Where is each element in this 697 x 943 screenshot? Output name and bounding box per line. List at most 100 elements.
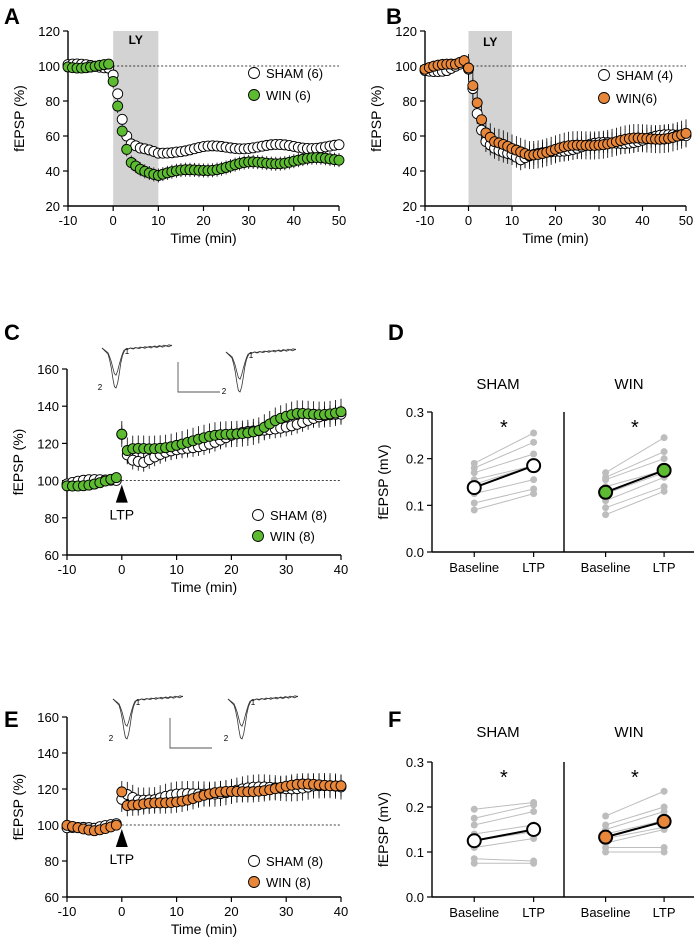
individual-point [470, 506, 478, 514]
x-tick-label: Baseline [449, 905, 499, 920]
x-tick-label: 0 [118, 904, 125, 919]
x-tick-label: 40 [334, 562, 348, 577]
data-point-sham [116, 113, 128, 125]
x-tick-label: -10 [416, 213, 435, 228]
panel-C: C 60 80 100 120 140 160 -10 0 10 20 30 40 Time (min) f… [4, 320, 348, 595]
legend-label: SHAM (8) [266, 854, 323, 869]
individual-point [660, 787, 668, 795]
individual-line [605, 437, 665, 474]
legend-label: WIN (8) [266, 875, 311, 890]
x-tick-label: 40 [635, 213, 649, 228]
trace-baseline [112, 696, 184, 727]
x-tick-label: 10 [151, 213, 165, 228]
legend-marker-sham [248, 855, 260, 867]
y-tick-label: 0.1 [406, 845, 424, 860]
trace-label: 1 [125, 347, 130, 356]
individual-point [470, 499, 478, 507]
panel-letter: E [4, 707, 19, 732]
individual-point [530, 485, 538, 493]
x-tick-label: 10 [169, 562, 183, 577]
individual-point [470, 821, 478, 829]
data-point-orange [467, 80, 479, 92]
y-tick-label: 60 [45, 548, 59, 563]
mean-point-green [598, 484, 614, 500]
legend-marker-green [252, 530, 264, 542]
legend-marker-orange [598, 92, 610, 104]
individual-point [470, 855, 478, 863]
mean-point-green [656, 462, 672, 478]
mean-line [473, 464, 534, 489]
x-tick-label: 30 [279, 904, 293, 919]
individual-point [660, 448, 668, 456]
individual-point [470, 814, 478, 822]
panel-D: D 0.0 0.1 0.2 0.3 fEPSP (mV) Baseline LTP SHAM * B… [375, 320, 694, 575]
y-tick-label: 60 [403, 129, 417, 144]
subpanel-title: WIN [614, 724, 643, 741]
x-tick-label: 50 [679, 213, 693, 228]
individual-point [602, 511, 610, 519]
individual-point [602, 469, 610, 477]
legend-label: WIN (6) [266, 88, 311, 103]
mean-point-sham [526, 822, 542, 837]
x-tick-label: Baseline [449, 560, 499, 575]
significance-marker: * [631, 417, 639, 439]
individual-point [530, 808, 538, 815]
individual-point [470, 459, 478, 467]
individual-point [530, 476, 538, 484]
trace-label: 2 [222, 387, 227, 396]
y-tick-label: 80 [46, 94, 60, 109]
individual-point [602, 812, 610, 820]
y-tick-label: 20 [403, 199, 417, 214]
individual-point [660, 844, 668, 851]
data-point-green [107, 75, 119, 87]
trace-baseline [227, 696, 299, 727]
y-tick-label: 20 [46, 199, 60, 214]
y-tick-label: 100 [38, 59, 60, 74]
y-tick-label: 140 [37, 399, 59, 414]
individual-line [474, 488, 534, 504]
mean-point-sham [466, 480, 482, 496]
y-tick-label: 120 [37, 436, 59, 451]
y-axis-title: fEPSP (%) [368, 85, 384, 152]
y-tick-label: 120 [38, 24, 60, 39]
legend-label: WIN (8) [270, 529, 315, 544]
x-axis-title: Time (min) [170, 230, 236, 246]
mean-line [605, 820, 665, 839]
y-tick-label: 0.2 [406, 452, 424, 467]
trace-baseline [101, 345, 173, 376]
panel-letter: F [388, 707, 401, 732]
panel-B: B LY 20 40 60 80 100 120 -10 0 10 20 30 40 50 Time (min… [368, 4, 693, 246]
trace-label: 2 [109, 734, 114, 743]
y-tick-label: 160 [37, 362, 59, 377]
trace-label: 1 [249, 351, 254, 360]
x-axis-title: Time (min) [171, 921, 237, 937]
panel-E: E 60 80 100 120 140 160 -10 0 10 20 30 40 Time (min) f… [4, 695, 348, 937]
data-point-green [103, 58, 115, 70]
trace-ltp [101, 344, 173, 389]
significance-marker: * [631, 767, 639, 789]
x-tick-label: Baseline [581, 905, 631, 920]
x-tick-label: 30 [241, 213, 255, 228]
legend-marker-orange [248, 876, 260, 888]
individual-line [605, 820, 665, 835]
panel-F: F 0.0 0.1 0.2 0.3 fEPSP (mV) Baseline LTP SHAM * B… [375, 707, 694, 920]
data-point-green [121, 143, 133, 155]
ltp-label: LTP [109, 507, 134, 523]
significance-marker: * [500, 417, 508, 439]
individual-line [605, 806, 665, 826]
individual-line [474, 453, 534, 474]
x-tick-label: 40 [334, 904, 348, 919]
legend-label: WIN(6) [616, 91, 657, 106]
data-point-sham [112, 88, 124, 100]
trace-label: 2 [98, 383, 103, 392]
panel-A: A LY 20 40 60 80 100 120 -10 0 10 20 30 40 50 Time (min… [4, 4, 346, 246]
individual-point [602, 821, 610, 829]
y-tick-label: 40 [46, 164, 60, 179]
individual-line [474, 811, 534, 826]
individual-line [605, 476, 665, 502]
x-tick-label: 0 [118, 562, 125, 577]
individual-point [530, 857, 538, 865]
data-point-green [112, 100, 124, 112]
ltp-label: LTP [109, 851, 134, 867]
